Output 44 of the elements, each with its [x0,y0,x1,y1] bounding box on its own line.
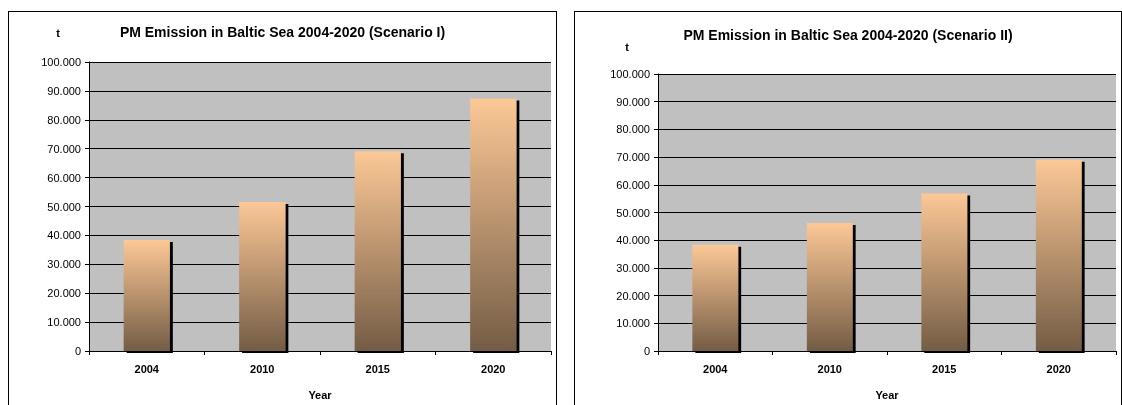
y-tick-label: 30.000 [616,261,650,274]
y-tick-label: 40.000 [616,234,650,247]
y-tick-label: 60.000 [47,171,81,184]
y-tick-label: 0 [74,345,81,357]
bar [1035,159,1082,351]
bar [239,201,286,351]
y-tick-label: 20.000 [47,287,81,300]
bar [921,193,968,351]
y-tick-label: 50.000 [616,206,650,219]
bar [470,98,517,351]
x-tick-label: 2015 [932,362,957,375]
y-tick-label: 50.000 [47,200,81,213]
y-tick-label: 30.000 [47,258,81,271]
y-tick-label: 10.000 [616,317,650,330]
y-tick-label: 20.000 [616,289,650,302]
chart-title: PM Emission in Baltic Sea 2004-2020 (Scenario I) [119,24,446,40]
x-axis-title: Year [308,388,333,401]
bar [354,151,401,351]
x-axis-title: Year [875,388,900,401]
y-tick-label: 10.000 [47,316,81,329]
bar [692,244,739,351]
x-tick-label: 2020 [481,362,506,375]
y-axis-title: t [56,26,61,39]
x-tick-label: 2020 [1046,362,1071,375]
y-tick-label: 80.000 [616,123,650,136]
y-tick-label: 0 [643,345,650,357]
y-tick-label: 70.000 [616,151,650,164]
x-tick-label: 2010 [250,362,275,375]
y-tick-label: 70.000 [47,142,81,155]
y-axis-title: t [625,40,630,53]
y-tick-label: 90.000 [616,95,650,108]
x-tick-label: 2004 [703,362,729,375]
y-tick-label: 80.000 [47,113,81,126]
y-tick-label: 100.000 [41,56,81,68]
y-tick-label: 40.000 [47,229,81,242]
y-tick-label: 90.000 [47,84,81,97]
x-tick-label: 2010 [817,362,842,375]
x-tick-label: 2015 [365,362,390,375]
y-tick-label: 100.000 [610,68,650,80]
x-tick-label: 2004 [134,362,160,375]
y-tick-label: 60.000 [616,178,650,191]
chart-title: PM Emission in Baltic Sea 2004-2020 (Scenario II) [683,27,1013,43]
bar [806,223,853,351]
bar [123,240,170,351]
